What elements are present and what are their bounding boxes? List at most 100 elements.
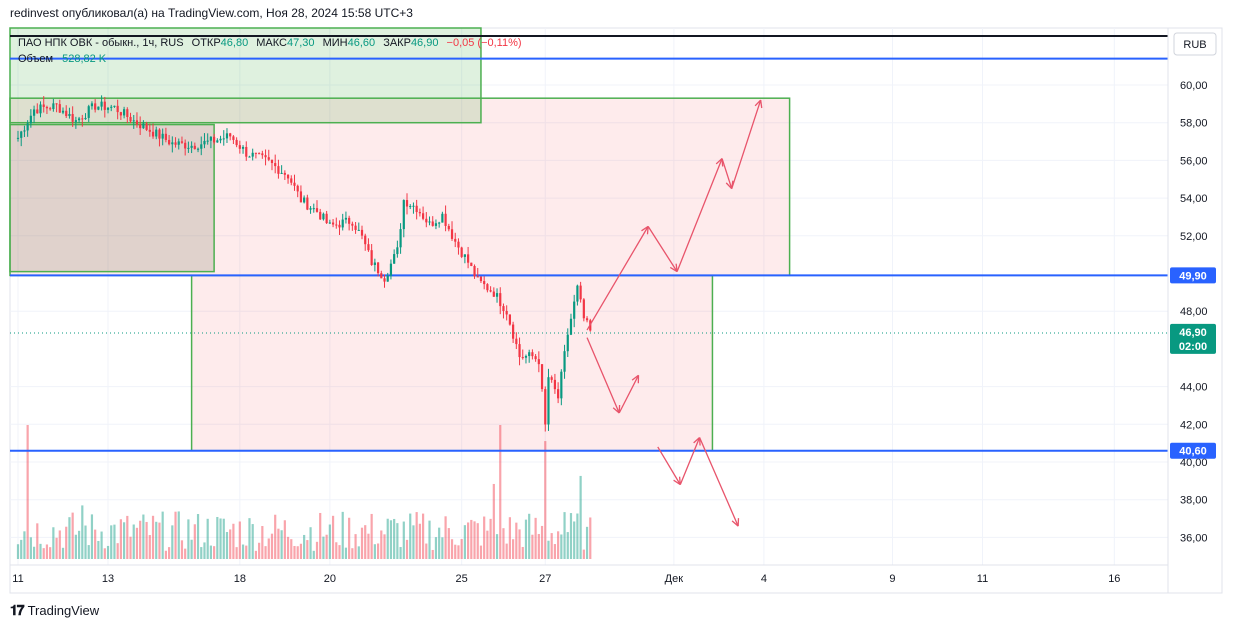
candle-body xyxy=(402,200,405,230)
arrow-segment xyxy=(586,226,649,331)
volume-bar xyxy=(444,516,447,559)
candle-body xyxy=(447,225,450,230)
candle-body xyxy=(36,109,39,114)
price-badge-text: 49,90 xyxy=(1179,270,1207,282)
candle-body xyxy=(251,152,254,157)
legend-change: −0,05 (−0,11%) xyxy=(447,37,522,49)
candle-body xyxy=(412,205,415,207)
candle-body xyxy=(26,123,29,131)
candle-body xyxy=(74,120,77,122)
candle-body xyxy=(23,130,26,132)
candle-body xyxy=(492,291,495,297)
volume-bar xyxy=(61,547,65,559)
volume-bar xyxy=(52,527,55,559)
candle-body xyxy=(409,206,412,208)
candle-body xyxy=(126,109,129,117)
volume-bar xyxy=(283,520,286,559)
volume-bar xyxy=(264,546,267,559)
candle-body xyxy=(32,109,36,116)
candle-body xyxy=(119,112,122,116)
publish-header: redinvest опубликовал(а) на TradingView.… xyxy=(10,6,413,20)
volume-bar xyxy=(415,512,418,559)
candles xyxy=(16,95,592,432)
x-tick-label: 27 xyxy=(539,573,551,585)
candle-body xyxy=(328,222,331,224)
candle-body xyxy=(521,357,524,359)
footer-brand: TradingView xyxy=(27,603,100,618)
price-badge xyxy=(1170,442,1216,459)
volume-bar xyxy=(409,513,412,559)
volume-bar xyxy=(216,516,219,559)
volume-bar xyxy=(200,547,203,559)
volume-bar xyxy=(135,527,139,559)
candle-body xyxy=(286,174,290,179)
candle-body xyxy=(52,103,55,110)
candle-body xyxy=(222,138,225,140)
volume-bar xyxy=(126,515,129,559)
candle-body xyxy=(483,281,486,285)
candle-body xyxy=(566,334,569,352)
candle-body xyxy=(341,219,344,228)
arrow-head xyxy=(631,374,639,381)
candle-body xyxy=(576,285,579,302)
volume-bar xyxy=(524,519,528,559)
volume-bar xyxy=(277,528,280,559)
candle-body xyxy=(241,146,245,149)
volume-bar xyxy=(139,520,142,559)
candle-body xyxy=(348,217,351,224)
volume-bar xyxy=(492,483,495,559)
candle-body xyxy=(319,211,322,220)
volume-bar xyxy=(58,530,61,559)
volume-bar xyxy=(306,540,309,559)
price-axis[interactable]: 60,00 58,00 56,00 54,00 52,00 48,00 44,00 42,00… xyxy=(1180,80,1208,544)
volume-bar xyxy=(322,536,325,559)
volume-bars xyxy=(16,425,592,559)
candle-body xyxy=(168,139,171,145)
currency-button[interactable]: RUB xyxy=(1173,32,1217,56)
candle-body xyxy=(100,101,103,107)
candle-body xyxy=(473,265,476,277)
candle-body xyxy=(174,142,177,145)
volume-bar xyxy=(402,521,405,559)
candle-body xyxy=(258,153,261,155)
x-tick-label: 9 xyxy=(889,573,895,585)
volume-bar xyxy=(521,546,524,559)
volume-bar xyxy=(16,544,20,559)
svg-text:ПАО НПК ОВК - обыкн., 1ч, RUS: ПАО НПК ОВК - обыкн., 1ч, RUS ОТКР46,80 … xyxy=(18,37,522,49)
candle-body xyxy=(476,276,479,278)
zone-rect xyxy=(190,274,714,452)
candle-body xyxy=(585,318,589,321)
volume-bar xyxy=(473,521,476,559)
candle-body xyxy=(155,129,158,137)
volume-bar xyxy=(196,514,200,559)
legend-symbol: ПАО НПК ОВК - обыкн., 1ч, RUS xyxy=(18,37,184,49)
volume-bar xyxy=(534,517,537,559)
candle-body xyxy=(325,213,328,224)
arrow-segment xyxy=(698,437,739,527)
volume-bar xyxy=(582,549,585,559)
y-tick-label: 44,00 xyxy=(1180,382,1208,394)
volume-bar xyxy=(296,546,299,559)
arrow-head xyxy=(715,158,723,165)
volume-bar xyxy=(26,425,29,559)
volume-bar xyxy=(254,550,258,559)
time-axis[interactable]: 11 13 18 20 25 27 Дек 4 9 11 16 xyxy=(12,573,1120,585)
volume-bar xyxy=(338,545,341,559)
arrow-segment xyxy=(731,99,762,189)
volume-bar xyxy=(360,527,364,559)
volume-bar xyxy=(168,547,171,559)
price-badges: 49,90 40,60 46,90 02:00 xyxy=(1170,267,1216,459)
candle-body xyxy=(553,379,557,390)
candle-body xyxy=(360,229,364,236)
volume-bar xyxy=(447,528,450,559)
volume-bar xyxy=(393,518,396,559)
candle-body xyxy=(550,377,553,380)
candle-body xyxy=(97,106,100,110)
footer[interactable]: 𝟏𝟕 TradingView xyxy=(10,602,99,619)
candle-body xyxy=(71,114,74,122)
volume-bar xyxy=(77,530,81,559)
volume-bar xyxy=(315,541,319,559)
x-tick-label: 11 xyxy=(977,573,988,585)
volume-bar xyxy=(219,518,222,559)
